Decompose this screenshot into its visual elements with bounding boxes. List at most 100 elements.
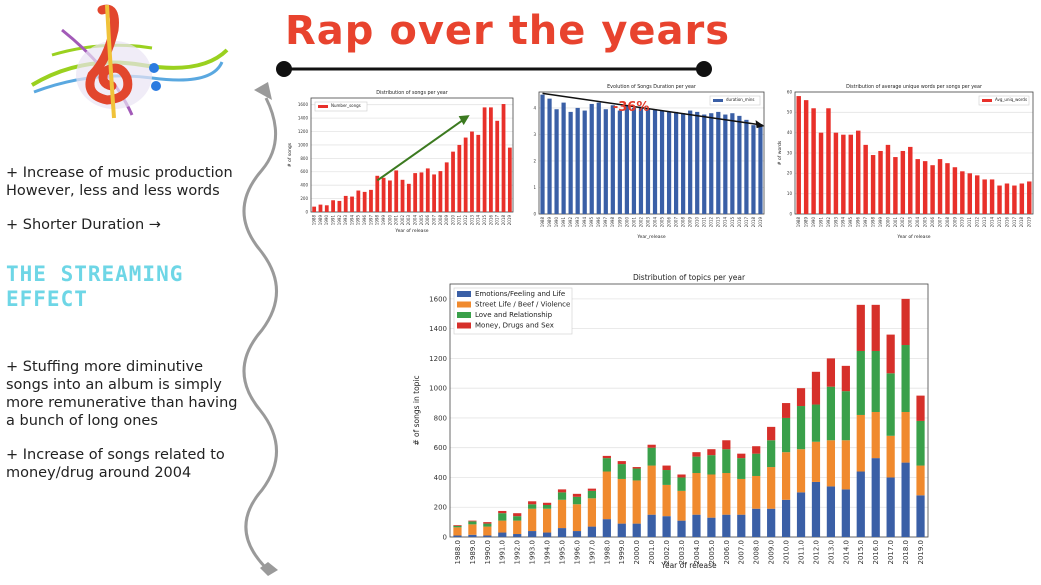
x-tick-label: 2018	[751, 217, 756, 228]
bar-2018.0-series-1	[901, 411, 910, 463]
x-tick-label: 1989	[318, 215, 323, 226]
bar-2013.0-series-1	[826, 440, 836, 487]
bar-1994	[350, 196, 354, 212]
bar-2013.0-series-3	[826, 358, 836, 387]
bar-1995	[356, 190, 361, 212]
x-tick-label: 2015	[730, 217, 735, 228]
bullet-stuffing-4: a bunch of long ones	[6, 413, 158, 429]
x-tick-label: 2004	[915, 217, 920, 228]
y-tick-label: 0	[443, 533, 447, 541]
x-tick-label: 1998	[870, 217, 875, 228]
bar-1992.0-series-3	[513, 513, 522, 517]
x-tick-label: 2016	[488, 215, 493, 226]
x-tick-label: 2007	[431, 215, 436, 226]
bar-2017.0-series-3	[886, 334, 895, 374]
x-tick-label: 1999	[617, 217, 622, 228]
y-tick-label: 50	[787, 110, 793, 115]
bar-1993	[833, 132, 839, 214]
x-tick-label: 2012.0	[812, 540, 820, 565]
y-tick-label: 200	[300, 196, 308, 201]
bar-2013.0-series-0	[826, 486, 836, 537]
bar-1997	[603, 109, 608, 214]
bar-1997	[863, 144, 868, 214]
bar-1992	[337, 200, 342, 212]
bar-2019.0-series-1	[916, 465, 925, 496]
x-tick-label: 2009	[952, 217, 957, 228]
bar-2004.0-series-3	[692, 452, 701, 457]
bar-1995	[589, 103, 594, 214]
bar-1992	[568, 111, 573, 214]
bar-2013	[470, 131, 474, 212]
x-tick-label: 2008	[945, 217, 950, 228]
x-tick-label: 2011	[702, 217, 707, 228]
bar-2001.0-series-1	[647, 465, 656, 515]
x-tick-label: 1988	[540, 217, 545, 228]
bar-2010	[451, 151, 455, 212]
x-tick-label: 2017	[495, 215, 500, 226]
bar-2008	[438, 171, 443, 212]
x-tick-label: 1998.0	[603, 540, 611, 565]
bar-2008.0-series-3	[752, 446, 761, 454]
x-tick-label: 2006.0	[723, 540, 731, 565]
bar-2000	[388, 180, 392, 212]
bar-2006	[930, 165, 935, 214]
x-tick-label: 2012	[709, 217, 714, 228]
y-axis-label: # of songs	[287, 142, 293, 167]
title-underline	[276, 61, 712, 77]
x-tick-label: 1999	[878, 217, 883, 228]
bar-1991.0-series-0	[498, 532, 507, 537]
bar-1999.0-series-2	[617, 464, 626, 479]
y-tick-label: 800	[300, 156, 308, 161]
x-tick-label: 2003	[406, 215, 411, 226]
bar-2003	[406, 183, 411, 212]
bar-1988	[796, 96, 801, 214]
x-tick-label: 2005	[419, 215, 424, 226]
trend-arrow	[542, 92, 763, 126]
x-tick-label: 2009.0	[768, 540, 776, 565]
x-tick-label: 2010	[450, 215, 455, 226]
bar-2017	[744, 119, 749, 214]
bar-2013	[716, 111, 721, 214]
bar-2002.0-series-2	[662, 470, 671, 485]
x-tick-label: 1989.0	[469, 540, 477, 565]
bar-1996	[855, 130, 861, 214]
bar-2019	[758, 126, 763, 214]
x-tick-label: 2011	[967, 217, 972, 228]
topics-per-year-chart: 0 200 400 600 800 1000 1200 1400 1600 1988.0 1989.…	[410, 270, 930, 570]
bar-2007.0-series-3	[737, 453, 746, 459]
bar-2017.0-series-1	[886, 435, 895, 478]
x-tick-label: 1990	[811, 217, 816, 228]
bar-2018	[751, 125, 756, 214]
bar-2019	[1027, 181, 1032, 214]
x-tick-label: 1994.0	[544, 540, 552, 565]
bar-2016	[737, 115, 742, 214]
bar-2000.0-series-0	[632, 523, 641, 537]
bar-2001.0-series-0	[647, 514, 656, 537]
bar-2011	[457, 144, 462, 212]
bar-2007	[674, 111, 679, 214]
bar-2000.0-series-2	[632, 468, 641, 481]
bar-1996.0-series-2	[572, 496, 582, 505]
bar-1989.0-series-1	[468, 524, 477, 535]
x-tick-label: 1991.0	[499, 540, 507, 565]
bar-2000.0-series-3	[632, 467, 641, 469]
bullet-duration: + Shorter Duration →	[6, 217, 161, 233]
x-tick-label: 2013.0	[827, 540, 835, 565]
page-title: Rap over the years	[285, 8, 731, 54]
x-tick-label: 2001	[394, 215, 399, 226]
bar-2010	[695, 111, 700, 214]
bar-2014.0-series-3	[841, 365, 850, 392]
x-tick-label: 2004.0	[693, 540, 701, 565]
bar-1992.0-series-2	[513, 516, 522, 521]
bar-1997	[369, 189, 373, 212]
bar-1988.0-series-3	[453, 525, 462, 526]
x-tick-label: 2002.0	[663, 540, 671, 565]
x-axis-label: Year of release	[394, 228, 428, 234]
x-axis-label: Year of release	[896, 234, 930, 240]
x-tick-label: 2019.0	[917, 540, 925, 565]
bar-2005.0-series-2	[707, 455, 716, 475]
bar-2006	[425, 168, 430, 212]
legend-label: duration_mins	[726, 97, 754, 102]
x-tick-label: 1989	[804, 217, 809, 228]
